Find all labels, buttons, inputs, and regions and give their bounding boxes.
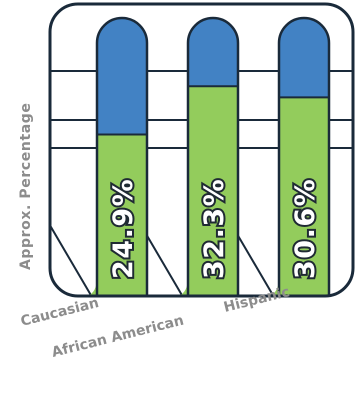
category-label: Caucasian <box>19 295 100 330</box>
bar-outline <box>186 16 240 296</box>
category-label: African American <box>50 313 185 361</box>
value-label: 24.9% <box>108 178 139 279</box>
value-label: 32.3% <box>199 178 230 279</box>
bars: 24.9% 32.3% 30.6% <box>81 16 331 296</box>
y-axis-label: Approx. Percentage <box>18 102 34 270</box>
bar-outline <box>95 16 149 296</box>
plot-frame <box>48 2 355 298</box>
bar-outline <box>277 16 331 296</box>
hatch-line <box>50 221 93 296</box>
value-label: 30.6% <box>290 178 321 279</box>
